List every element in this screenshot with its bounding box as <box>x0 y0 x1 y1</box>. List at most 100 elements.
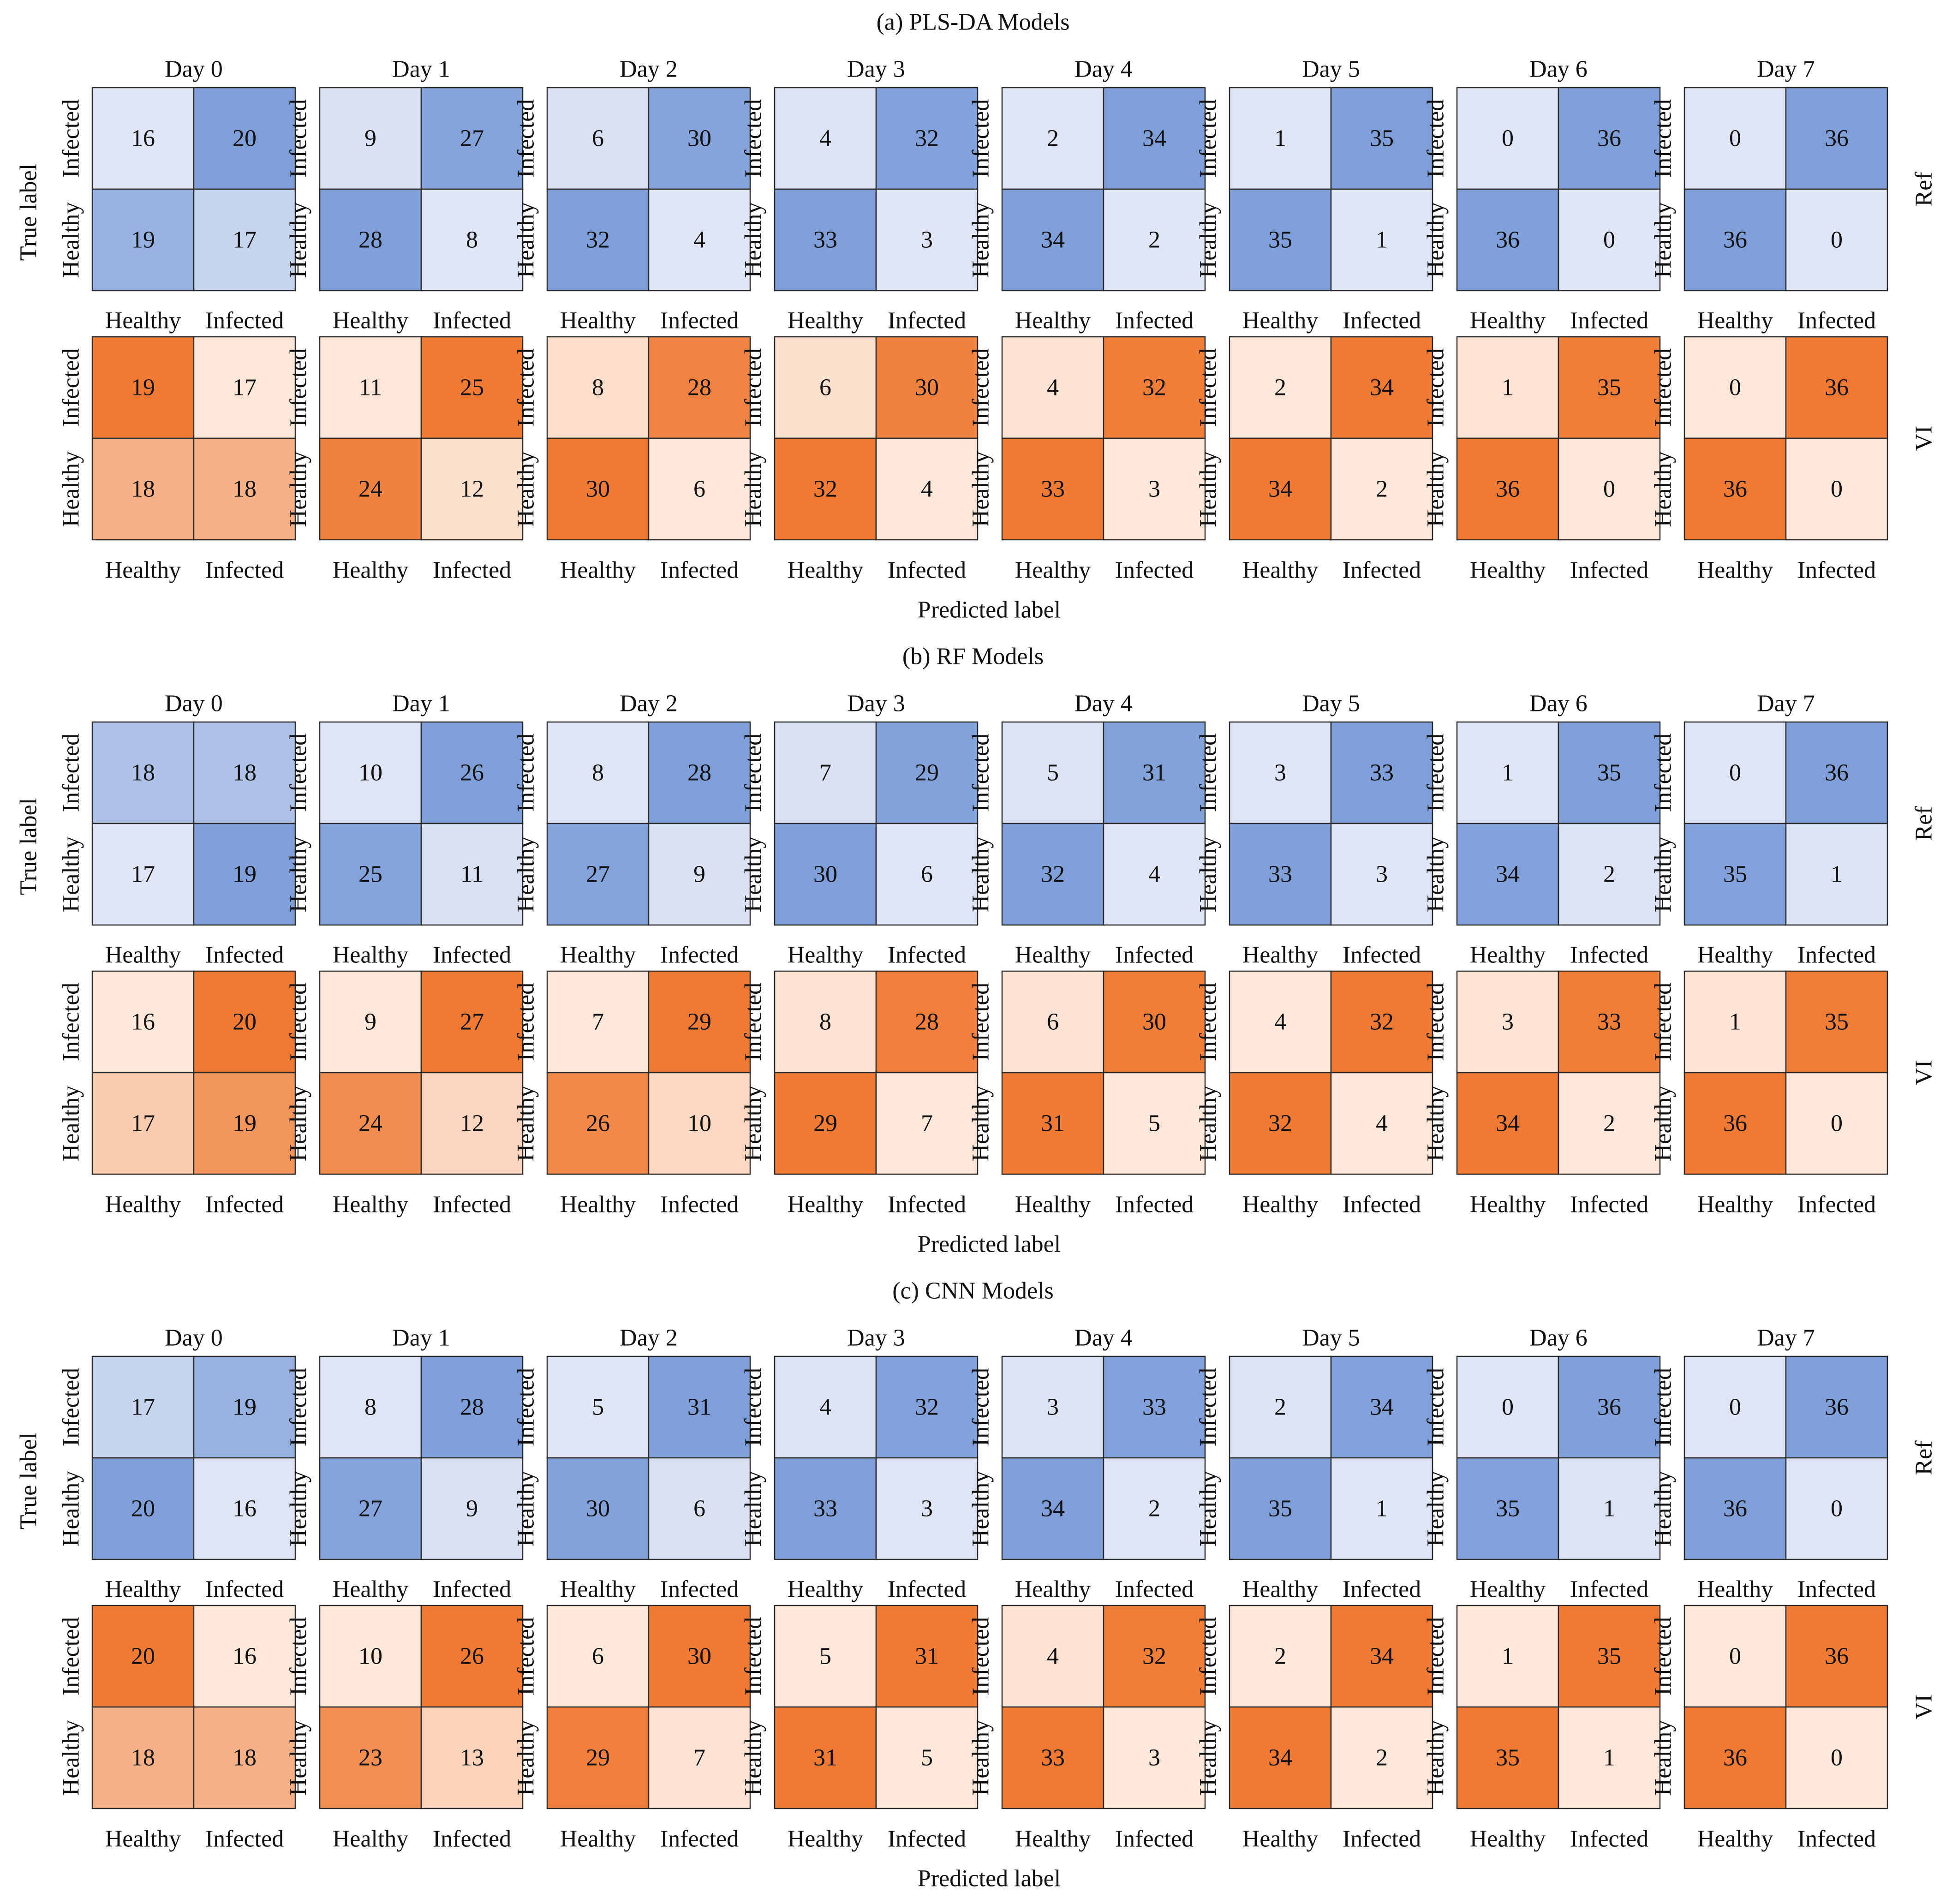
cell-value: 1 <box>1729 1009 1741 1035</box>
matrix-cell <box>193 823 296 926</box>
matrix-cell <box>420 721 524 824</box>
row-tick-label: Healthy <box>1195 1720 1222 1796</box>
col-tick-label: Infected <box>1570 308 1648 334</box>
day-label: Day 3 <box>847 1325 905 1351</box>
col-tick-label: Healthy <box>333 942 409 968</box>
cell-value: 1 <box>1831 861 1843 888</box>
day-label: Day 2 <box>620 56 678 83</box>
row-tick-label: Infected <box>286 99 312 178</box>
matrix-cell <box>1683 1072 1787 1175</box>
matrix-cell <box>91 437 195 541</box>
matrix-cell <box>1683 823 1787 926</box>
cell-value: 20 <box>233 1009 257 1035</box>
confusion-matrix: 20 16 18 18 Infected Healthy Healthy Infected <box>58 1605 296 1852</box>
col-tick-label: Healthy <box>560 1576 636 1603</box>
cell-value: 28 <box>460 1394 484 1421</box>
matrix-cell <box>648 721 751 824</box>
row-tick-label: Healthy <box>1423 836 1449 913</box>
day-label: Day 4 <box>1074 56 1133 83</box>
cell-value: 16 <box>131 125 155 152</box>
row-tick-label: Healthy <box>968 202 994 278</box>
cell-value: 18 <box>233 1745 257 1771</box>
cell-value: 34 <box>1370 1643 1394 1670</box>
matrix-cell <box>1103 87 1206 190</box>
row-tick-label: Healthy <box>1423 1471 1449 1547</box>
row-tick-label: Infected <box>1195 348 1222 427</box>
matrix-cell <box>546 823 650 926</box>
cell-value: 27 <box>358 1496 382 1522</box>
matrix-cell <box>1456 336 1559 439</box>
col-tick-label: Infected <box>433 557 511 584</box>
matrix-cell <box>1558 1072 1661 1175</box>
cell-value: 33 <box>1142 1394 1166 1421</box>
cell-value: 3 <box>1274 760 1286 786</box>
col-tick-label: Infected <box>660 1576 739 1603</box>
col-tick-label: Infected <box>1570 557 1648 584</box>
cell-value: 2 <box>1376 476 1388 502</box>
cell-value: 19 <box>233 861 257 888</box>
matrix-cell <box>1103 1355 1206 1459</box>
cell-value: 17 <box>131 861 155 888</box>
col-tick-label: Healthy <box>333 1192 409 1218</box>
cell-value: 36 <box>1597 1394 1621 1421</box>
cell-value: 1 <box>1502 1643 1514 1670</box>
confusion-matrix: 16 20 17 19 Infected Healthy Healthy Infected <box>58 970 296 1218</box>
matrix-cell <box>91 970 195 1074</box>
matrix-cell <box>774 1605 877 1708</box>
col-tick-label: Healthy <box>560 1826 636 1852</box>
confusion-matrix: 8 28 29 7 Infected Healthy Healthy Infected <box>740 970 979 1218</box>
matrix-cell <box>1103 1072 1206 1175</box>
matrix-cell <box>1330 1072 1433 1175</box>
panel-title: (c) CNN Models <box>892 1278 1054 1304</box>
cell-value: 2 <box>1274 1394 1286 1421</box>
cell-value: 30 <box>687 125 711 152</box>
matrix-cell <box>420 1605 524 1708</box>
matrix-cell <box>1558 1457 1661 1560</box>
col-tick-label: Infected <box>1797 557 1876 584</box>
matrix-cell <box>1683 336 1787 439</box>
col-tick-label: Infected <box>1343 942 1421 968</box>
col-tick-label: Healthy <box>1242 557 1319 584</box>
cell-value: 35 <box>1597 760 1621 786</box>
col-tick-label: Infected <box>205 308 284 334</box>
row-tick-label: Infected <box>286 1368 312 1446</box>
row-name-label: VI <box>1911 1060 1937 1086</box>
row-tick-label: Infected <box>58 348 84 427</box>
matrix-cell <box>193 970 296 1074</box>
cell-value: 31 <box>1041 1110 1065 1137</box>
col-tick-label: Healthy <box>333 1826 409 1852</box>
cell-value: 4 <box>1274 1009 1286 1035</box>
matrix-cell <box>1229 1706 1332 1809</box>
row-tick-label: Infected <box>513 348 539 427</box>
cell-value: 1 <box>1376 1496 1388 1522</box>
cell-value: 11 <box>359 375 382 401</box>
row-tick-label: Healthy <box>513 1086 539 1162</box>
cell-value: 9 <box>364 1009 376 1035</box>
day-label: Day 4 <box>1074 691 1133 717</box>
matrix-cell <box>875 1457 979 1560</box>
col-tick-label: Infected <box>433 942 511 968</box>
matrix-cell <box>1785 1355 1888 1459</box>
cell-value: 7 <box>592 1009 604 1035</box>
matrix-cell <box>875 1605 979 1708</box>
cell-value: 8 <box>819 1009 831 1035</box>
matrix-cell <box>193 1605 296 1708</box>
cell-value: 34 <box>1142 125 1166 152</box>
cell-value: 35 <box>1597 1643 1621 1670</box>
cell-value: 6 <box>1047 1009 1059 1035</box>
matrix-cell <box>1229 1072 1332 1175</box>
matrix-cell <box>420 970 524 1074</box>
confusion-matrix: 1 35 35 1 Infected Healthy Healthy Infected <box>1423 1605 1661 1852</box>
matrix-cell <box>648 970 751 1074</box>
cell-value: 31 <box>915 1643 939 1670</box>
cell-value: 6 <box>693 476 705 502</box>
cell-value: 32 <box>1370 1009 1394 1035</box>
matrix-cell <box>420 1072 524 1175</box>
row-tick-label: Infected <box>968 348 994 427</box>
cell-value: 28 <box>358 227 382 253</box>
confusion-matrix: 7 29 30 6 Infected Healthy Healthy Infected <box>740 721 979 968</box>
cell-value: 0 <box>1729 760 1741 786</box>
cell-value: 4 <box>921 476 933 502</box>
